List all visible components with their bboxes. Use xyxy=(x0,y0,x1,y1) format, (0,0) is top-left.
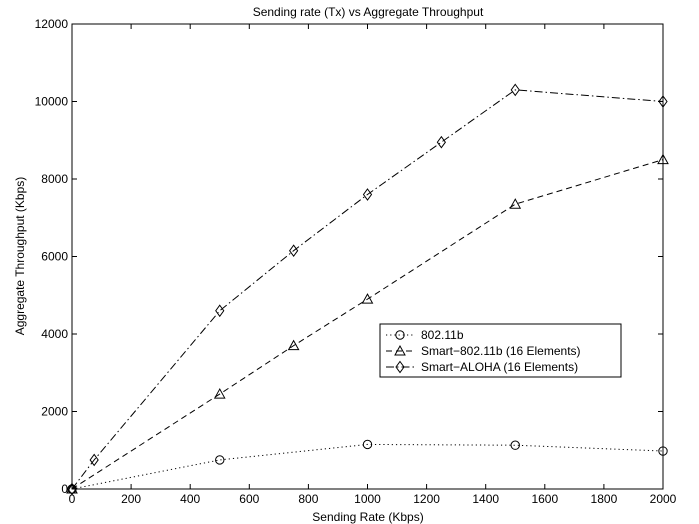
legend-diamond-icon xyxy=(395,360,405,374)
x-tick-label: 1400 xyxy=(472,492,499,506)
y-tick-label: 8000 xyxy=(41,172,68,186)
x-axis: 0 200 400 600 800 1000 1200 1400 1600 1800 2000 xyxy=(69,24,677,506)
triangle-point xyxy=(657,153,669,165)
legend-label: Smart−802.11b (16 Elements) xyxy=(421,344,581,358)
series-line xyxy=(71,89,664,490)
x-tick-label: 0 xyxy=(69,492,76,506)
legend: 802.11b Smart−802.11b (16 Elements) Smart−… xyxy=(379,323,622,378)
series-line xyxy=(71,159,664,490)
legend-label: Smart−ALOHA (16 Elements) xyxy=(421,360,578,374)
plot-area xyxy=(71,23,664,490)
x-tick-label: 1600 xyxy=(531,492,558,506)
series-3 xyxy=(67,83,668,496)
legend-box xyxy=(379,323,622,378)
circle-point xyxy=(658,446,668,456)
x-tick-label: 1000 xyxy=(354,492,381,506)
diamond-point xyxy=(215,304,225,318)
circle-point xyxy=(362,439,373,450)
x-tick-label: 200 xyxy=(121,492,141,506)
y-axis: 0 2000 4000 6000 8000 10000 12000 xyxy=(35,17,663,496)
x-tick-label: 1800 xyxy=(591,492,618,506)
x-tick-label: 600 xyxy=(239,492,259,506)
y-tick-label: 4000 xyxy=(41,327,68,341)
legend-circle-icon xyxy=(395,330,405,340)
triangle-point xyxy=(509,198,522,209)
diamond-point xyxy=(89,453,99,467)
x-tick-label: 1200 xyxy=(413,492,440,506)
diamond-point xyxy=(510,83,520,97)
chart-title: Sending rate (Tx) vs Aggregate Throughpu… xyxy=(253,5,484,19)
legend-label: 802.11b xyxy=(421,328,464,342)
x-tick-label: 2000 xyxy=(650,492,677,506)
circle-point xyxy=(215,455,225,465)
y-tick-label: 2000 xyxy=(41,405,68,419)
y-tick-label: 6000 xyxy=(41,250,68,264)
x-axis-label: Sending Rate (Kbps) xyxy=(312,510,423,524)
x-tick-label: 400 xyxy=(180,492,200,506)
triangle-point xyxy=(287,339,300,351)
y-tick-label: 12000 xyxy=(35,17,69,31)
legend-triangle-icon xyxy=(394,344,406,356)
circle-point xyxy=(510,440,520,450)
triangle-point xyxy=(213,388,226,399)
triangle-point xyxy=(66,482,78,494)
y-tick-label: 10000 xyxy=(35,95,69,109)
series-layer xyxy=(66,83,669,496)
y-tick-label: 0 xyxy=(61,482,68,496)
diamond-point xyxy=(658,95,668,108)
diamond-point xyxy=(436,135,446,149)
diamond-point xyxy=(67,482,77,496)
y-axis-label: Aggregate Throughput (Kbps) xyxy=(13,177,27,336)
series-line xyxy=(71,443,664,490)
diamond-point xyxy=(289,244,299,258)
triangle-point xyxy=(361,293,374,304)
series-2 xyxy=(66,153,669,494)
x-tick-label: 800 xyxy=(298,492,318,506)
diamond-point xyxy=(362,188,373,201)
